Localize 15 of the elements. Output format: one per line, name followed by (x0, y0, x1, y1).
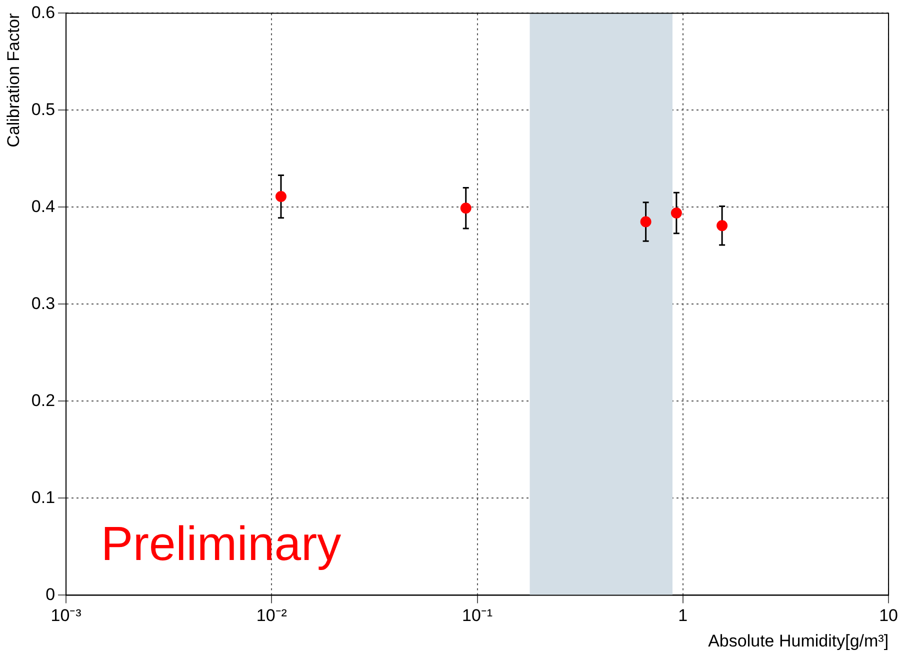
x-tick-label: 10 (879, 606, 898, 626)
y-tick-label: 0.3 (31, 294, 56, 313)
y-tick-label: 0.4 (31, 196, 56, 216)
y-tick-label: 0.1 (31, 488, 56, 507)
y-tick-label: 0.2 (31, 390, 56, 410)
y-tick-label: 0.5 (31, 100, 56, 119)
y-tick-label: 0.6 (31, 2, 56, 22)
y-axis-title: Calibration Factor (4, 12, 23, 148)
x-tick-label: 10⁻¹ (462, 606, 493, 626)
x-tick-label: 10⁻³ (50, 606, 82, 626)
x-tick-label: 10⁻² (256, 606, 288, 626)
x-axis-title: Absolute Humidity[g/m³] (708, 631, 889, 650)
annotation: Preliminary (101, 518, 342, 572)
x-tick-label: 1 (678, 606, 688, 626)
y-tick-label: 0 (46, 584, 56, 604)
